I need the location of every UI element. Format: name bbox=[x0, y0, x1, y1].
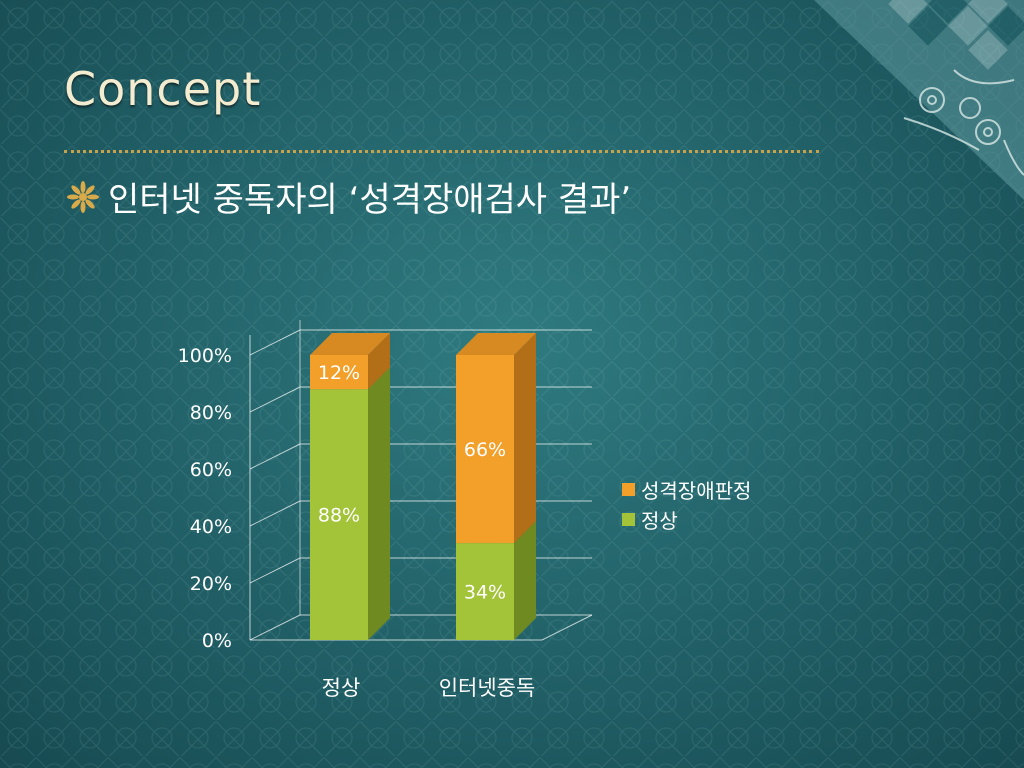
x-tick-label: 정상 bbox=[322, 676, 361, 700]
bar-segment-1-0 bbox=[456, 543, 514, 640]
x-tick-label: 인터넷중독 bbox=[439, 676, 536, 700]
legend-label: 정상 bbox=[641, 508, 678, 533]
data-label: 88% bbox=[318, 505, 360, 527]
bar-side-1-0 bbox=[514, 521, 536, 640]
bar-top-0 bbox=[310, 333, 390, 355]
bar-segment-0-1 bbox=[310, 355, 368, 390]
gridline-diagonal bbox=[249, 386, 301, 413]
bar-top-1 bbox=[456, 333, 536, 355]
bullet-item: 인터넷 중독자의 ‘성격장애검사 결과’ bbox=[66, 172, 631, 221]
gridline-diagonal bbox=[249, 557, 301, 584]
y-tick-label: 80% bbox=[190, 402, 232, 424]
gridline-diagonal bbox=[249, 443, 301, 470]
bullet-text: 인터넷 중독자의 ‘성격장애검사 결과’ bbox=[108, 180, 632, 220]
bar-segment-0-0 bbox=[310, 389, 368, 640]
data-label: 66% bbox=[464, 439, 506, 461]
chart-legend: 성격장애판정 정상 bbox=[622, 474, 751, 534]
flower-bullet-icon bbox=[67, 180, 99, 213]
legend-swatch-disorder bbox=[622, 482, 635, 496]
title-divider bbox=[64, 150, 819, 153]
gridline-diagonal bbox=[249, 614, 301, 641]
y-tick-label: 20% bbox=[190, 573, 232, 595]
legend-item-disorder: 성격장애판정 bbox=[622, 474, 751, 504]
bar-segment-1-1 bbox=[456, 355, 514, 544]
floor-side-edge bbox=[541, 614, 593, 641]
bar-side-0-1 bbox=[368, 333, 390, 390]
legend-item-normal: 정상 bbox=[622, 504, 751, 534]
y-tick-label: 60% bbox=[190, 459, 232, 481]
y-tick-label: 100% bbox=[178, 345, 232, 367]
y-tick-label: 0% bbox=[202, 630, 232, 652]
data-label: 12% bbox=[318, 362, 360, 384]
bar-side-1-1 bbox=[514, 333, 536, 544]
gridline-diagonal bbox=[249, 329, 301, 356]
slide-title: Concept bbox=[64, 62, 262, 116]
legend-label: 성격장애판정 bbox=[641, 478, 752, 503]
gridline-diagonal bbox=[249, 500, 301, 527]
stacked-bar-chart: 0% 20% 40% 60% 80% 100% 88% 12% 정상 34% 66% 인터넷중독 bbox=[178, 320, 593, 700]
data-label: 34% bbox=[464, 582, 506, 604]
legend-swatch-normal bbox=[622, 512, 635, 526]
y-tick-label: 40% bbox=[190, 516, 232, 538]
corner-ornament bbox=[814, 0, 1024, 200]
bar-side-0-0 bbox=[368, 367, 390, 640]
